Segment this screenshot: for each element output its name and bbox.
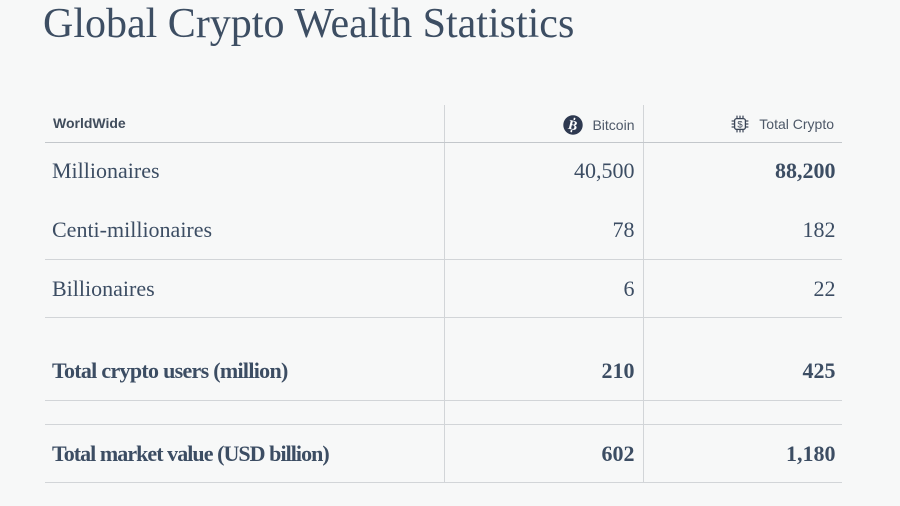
svg-text:B: B [567, 116, 579, 133]
svg-text:$: $ [738, 119, 744, 130]
